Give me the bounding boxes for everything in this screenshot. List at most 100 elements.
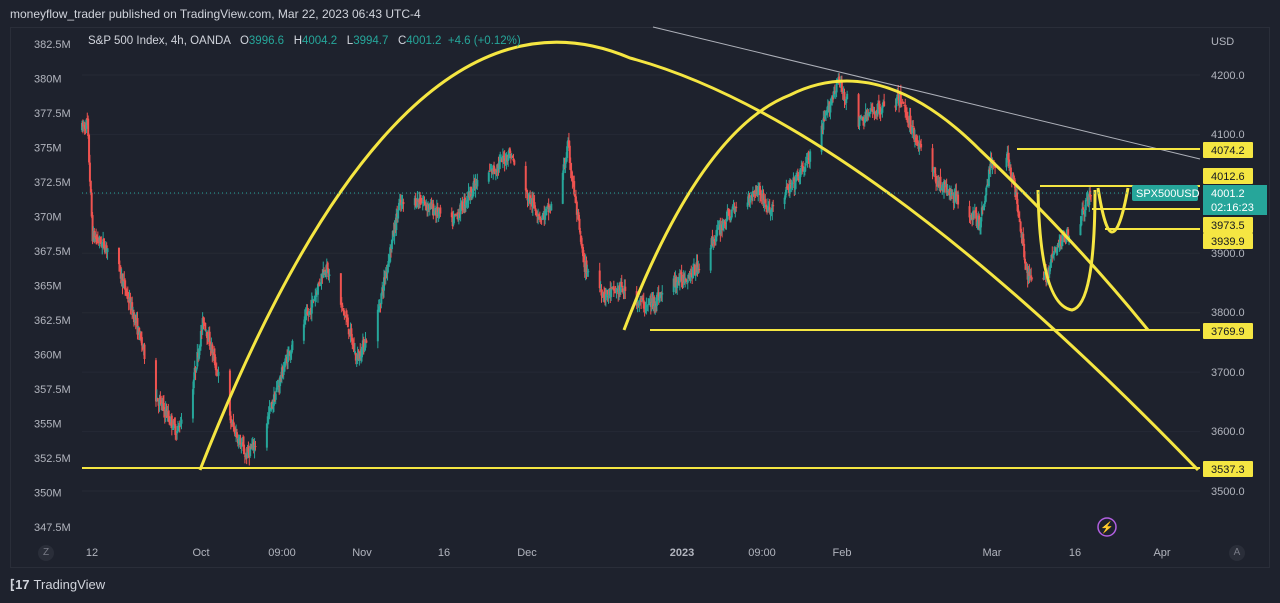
candle-body	[620, 281, 623, 287]
candle-body	[541, 215, 544, 220]
candle-body	[1016, 192, 1019, 204]
candle-body	[391, 230, 394, 241]
candle-body	[803, 166, 806, 172]
candle-body	[843, 92, 846, 100]
candle-body	[826, 105, 829, 113]
candle-body	[364, 338, 367, 348]
auto-scale-z-button[interactable]: Z	[38, 545, 54, 561]
candle-body	[861, 117, 864, 121]
candle-body	[502, 156, 505, 158]
candle-body	[347, 328, 350, 335]
annotations: ⚡	[82, 26, 1201, 537]
candle-body	[322, 269, 325, 278]
candle-body	[562, 164, 565, 174]
candle-body	[140, 337, 143, 346]
legend-l-label: L	[346, 35, 354, 47]
candle-body	[340, 303, 343, 306]
candle-body	[198, 346, 201, 350]
candle-body	[267, 413, 270, 417]
candle-body	[1013, 178, 1016, 184]
candle-body	[1052, 254, 1055, 257]
candle-body	[1050, 254, 1053, 264]
candle-body	[866, 112, 869, 121]
candle-body	[883, 101, 886, 107]
candle-body	[565, 157, 568, 163]
candle-body	[143, 344, 146, 360]
large-arc	[198, 40, 1200, 472]
candle-body	[378, 305, 381, 307]
candle-body	[362, 338, 365, 351]
candle-body	[600, 289, 603, 296]
candle-body	[1049, 262, 1052, 267]
candle-body	[384, 272, 387, 279]
left-axis-tick: 350M	[34, 488, 62, 500]
candle-body	[117, 247, 120, 265]
candle-body	[764, 199, 767, 203]
published-line: moneyflow_trader published on TradingVie…	[10, 7, 421, 21]
inner-arc	[622, 79, 1150, 331]
candle-body	[452, 218, 455, 225]
candle-body	[250, 447, 253, 449]
candle-body	[395, 213, 398, 231]
candle-body	[1084, 200, 1087, 211]
candle-body	[762, 192, 765, 207]
candle-body	[791, 182, 794, 184]
candle-body	[228, 370, 231, 416]
candle-body	[419, 198, 422, 204]
candle-body	[1060, 241, 1063, 246]
candle-body	[316, 284, 319, 295]
candle-body	[416, 197, 419, 206]
flash-icon[interactable]	[1097, 517, 1117, 537]
candle-body	[464, 197, 467, 206]
candle-body	[237, 437, 240, 445]
candle-body	[570, 170, 573, 175]
candle-body	[214, 363, 217, 371]
candle-body	[869, 112, 872, 114]
candle-body	[1089, 190, 1092, 197]
candle-body	[103, 238, 106, 249]
candle-body	[353, 344, 356, 352]
candle-body	[535, 211, 538, 216]
candle-body	[534, 208, 537, 212]
auto-scale-a-button[interactable]: A	[1229, 545, 1245, 561]
candle-body	[749, 197, 752, 203]
candle-body	[809, 151, 812, 162]
x-axis-tick: Nov	[352, 547, 372, 559]
candle-body	[1067, 229, 1070, 239]
candle-body	[511, 156, 514, 158]
candle-body	[274, 393, 277, 400]
candle-body	[721, 224, 724, 229]
candle-body	[287, 352, 290, 362]
candle-body	[126, 292, 129, 300]
candle-body	[397, 202, 400, 211]
candle-body	[487, 172, 490, 182]
candle-body	[173, 418, 176, 425]
candle-body	[861, 116, 864, 119]
candle-body	[204, 322, 207, 331]
candle-body	[979, 217, 982, 228]
tradingview-logo[interactable]: ⁅17 TradingView	[10, 577, 105, 593]
candle-body	[569, 163, 572, 171]
candle-body	[729, 217, 732, 221]
candle-body	[895, 98, 898, 107]
candle-body	[983, 203, 986, 207]
candle-body	[290, 350, 293, 354]
candle-body	[832, 91, 835, 98]
candle-body	[510, 155, 513, 158]
candle-body	[931, 148, 934, 173]
candle-body	[326, 262, 329, 270]
candle-body	[987, 169, 990, 187]
candle-body	[428, 203, 431, 209]
candle-body	[693, 265, 696, 275]
candle-body	[730, 210, 733, 218]
candle-body	[88, 134, 91, 163]
candle-body	[399, 199, 402, 205]
candle-body	[91, 215, 94, 242]
candle-body	[573, 181, 576, 195]
candle-body	[490, 167, 493, 171]
candle-body	[906, 114, 909, 120]
candle-body	[578, 218, 581, 230]
candle-body	[415, 206, 418, 208]
candle-body	[1083, 211, 1086, 214]
